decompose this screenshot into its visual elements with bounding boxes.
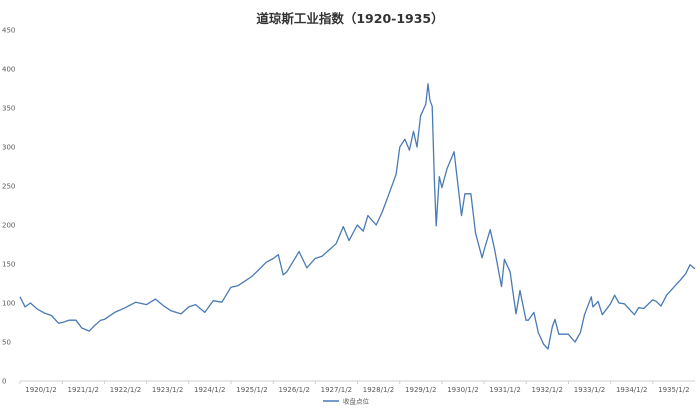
series-layer: [19, 83, 696, 350]
x-tick-label: 1934/1/2: [616, 386, 647, 394]
x-tick-label: 1922/1/2: [110, 386, 141, 394]
y-tick-label: 250: [2, 183, 15, 191]
y-tick-label: 100: [2, 300, 15, 308]
series-line: [19, 83, 696, 350]
x-tick-label: 1924/1/2: [194, 386, 225, 394]
x-tick-label: 1927/1/2: [321, 386, 352, 394]
x-tick-label: 1932/1/2: [532, 386, 563, 394]
x-tick-label: 1935/1/2: [658, 386, 689, 394]
x-tick-label: 1933/1/2: [574, 386, 605, 394]
chart-title: 道琼斯工业指数（1920-1935）: [256, 11, 444, 26]
y-tick-label: 150: [2, 261, 15, 269]
x-tick-label: 1928/1/2: [363, 386, 394, 394]
y-tick-label: 300: [2, 144, 15, 152]
y-tick-label: 0: [2, 378, 6, 386]
x-tick-label: 1931/1/2: [489, 386, 520, 394]
y-tick-label: 50: [2, 339, 11, 347]
x-tick-label: 1930/1/2: [447, 386, 478, 394]
x-tick-label: 1929/1/2: [405, 386, 436, 394]
x-tick-label: 1923/1/2: [152, 386, 183, 394]
x-tick-label: 1921/1/2: [68, 386, 99, 394]
y-tick-label: 450: [2, 27, 15, 35]
x-tick-label: 1926/1/2: [278, 386, 309, 394]
x-tick-label: 1920/1/2: [25, 386, 56, 394]
y-tick-label: 200: [2, 222, 15, 230]
axes: 0 50 100 150 200 250 300 350 400 450 1920/1/2 1921/…: [2, 27, 695, 394]
legend: 收盘点位: [323, 397, 370, 406]
y-tick-label: 400: [2, 66, 15, 74]
x-tick-label: 1925/1/2: [236, 386, 267, 394]
legend-label: 收盘点位: [343, 397, 370, 406]
y-tick-label: 350: [2, 105, 15, 113]
